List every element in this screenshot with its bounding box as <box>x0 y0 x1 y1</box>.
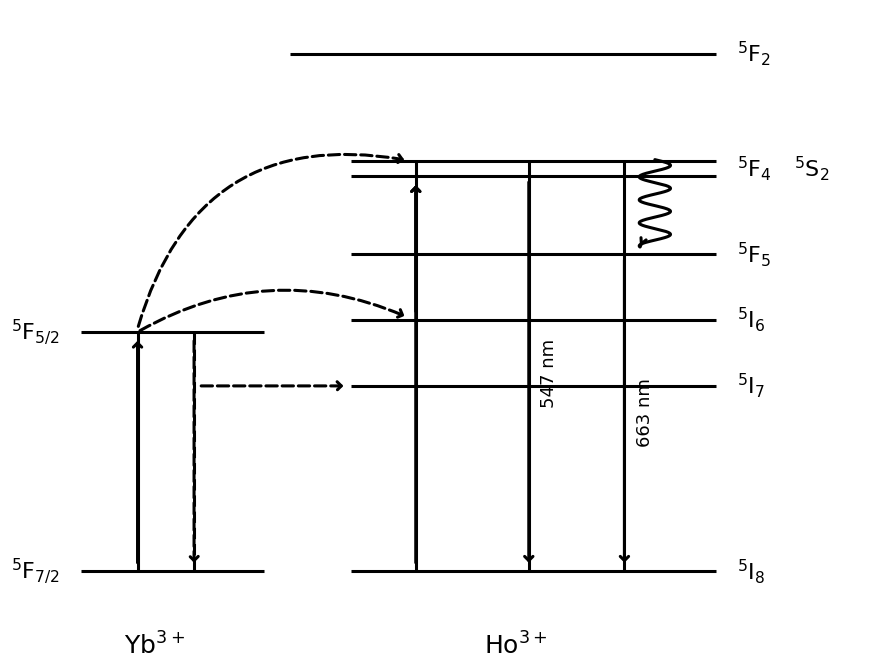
Text: $^5$F$_4$: $^5$F$_4$ <box>738 155 772 183</box>
Text: $^5$I$_7$: $^5$I$_7$ <box>738 372 766 400</box>
Text: Yb$^{3+}$: Yb$^{3+}$ <box>124 633 186 660</box>
Text: 663 nm: 663 nm <box>636 378 654 448</box>
Text: $^5$I$_6$: $^5$I$_6$ <box>738 306 766 334</box>
Text: 547 nm: 547 nm <box>540 340 558 408</box>
Text: Ho$^{3+}$: Ho$^{3+}$ <box>484 633 548 660</box>
Text: $^5$F$_5$: $^5$F$_5$ <box>738 240 772 268</box>
Text: $^5$S$_2$: $^5$S$_2$ <box>794 155 829 183</box>
Text: $^5$I$_8$: $^5$I$_8$ <box>738 557 766 586</box>
Text: $^5$F$_{5/2}$: $^5$F$_{5/2}$ <box>11 317 60 347</box>
Text: $^5$F$_{7/2}$: $^5$F$_{7/2}$ <box>11 557 60 586</box>
Text: $^5$F$_2$: $^5$F$_2$ <box>738 39 772 68</box>
